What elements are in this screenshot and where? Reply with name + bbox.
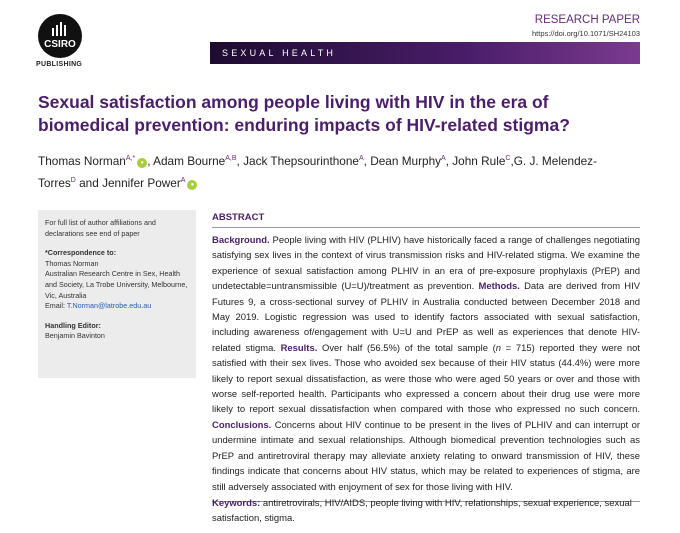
affiliation: A (180, 176, 186, 184)
address: Australian Research Centre in Sex, Healt… (45, 269, 188, 300)
author-name: Jack Thepsourinthone (243, 153, 359, 168)
abstract: Background. People living with HIV (PLHI… (212, 233, 640, 502)
section-label: Methods. (478, 281, 520, 293)
name: Thomas Norman (45, 258, 99, 268)
logo: CSIRO (38, 14, 82, 58)
keywords-text: antiretrovirals, HIV/AIDS, people living… (212, 498, 632, 525)
separator: , (445, 153, 453, 168)
separator: , (236, 153, 244, 168)
abstract-text: n (495, 342, 502, 354)
doi[interactable]: https://doi.org/10.1071/SH24103 (532, 29, 640, 38)
author-name: John Rule (452, 153, 506, 168)
affiliation: A,B (225, 155, 237, 162)
logo-mark (52, 22, 66, 36)
abstract-text: Over half (56.5%) of the total sample ( (317, 342, 496, 354)
article-type: RESEARCH PAPER (534, 14, 640, 26)
author-name: Thomas Norman (38, 153, 126, 168)
section-label: Results. (280, 342, 318, 354)
section-label: Background. (212, 235, 270, 246)
email-label: Email: (45, 301, 65, 311)
label: *Correspondence to: (45, 248, 117, 258)
orcid-icon: ● (187, 179, 198, 190)
separator: and (75, 175, 103, 190)
author-name: Adam Bourne (153, 153, 226, 168)
affiliation: A (358, 155, 364, 162)
separator: , (510, 153, 514, 168)
abstract-text: = 715) reported they were not satisfied … (212, 342, 640, 416)
authors: Thomas NormanA,*●, Adam BourneA,B, Jack … (38, 149, 598, 193)
author-name: Dean Murphy (370, 153, 442, 168)
affiliation: A,* (125, 155, 136, 162)
journal-banner: SEXUAL HEALTH (210, 42, 640, 64)
affiliation: A (441, 155, 446, 162)
affiliation: C (505, 155, 511, 162)
label: Handling Editor: (45, 320, 101, 330)
keywords-label: Keywords: (212, 498, 261, 509)
affiliation: D (70, 176, 76, 184)
separator: , (363, 153, 371, 168)
section-label: Conclusions. (212, 419, 272, 431)
abstract-text: Concerns about HIV continue to be presen… (212, 419, 640, 493)
separator: , (147, 153, 154, 168)
keywords: Keywords: antiretrovirals, HIV/AIDS, peo… (212, 496, 640, 527)
author-name: Jennifer Power (102, 175, 181, 190)
logo-text: CSIRO (44, 39, 76, 50)
abstract-text: People living with HIV (PLHIV) have hist… (212, 235, 640, 293)
editor: Benjamin Bavinton (45, 331, 105, 341)
author-name: G. J. Melendez-Torres (38, 153, 598, 190)
orcid-icon: ● (137, 157, 148, 168)
email[interactable]: T.Norman@latrobe.edu.au (66, 301, 152, 311)
abstract-heading: ABSTRACT (212, 212, 640, 228)
note: For full list of author affiliations and… (45, 218, 156, 238)
email-row: Email: T.Norman@latrobe.edu.au (45, 301, 189, 312)
publisher: PUBLISHING (36, 61, 83, 68)
sidebar: For full list of author affiliations and… (38, 210, 196, 378)
title: Sexual satisfaction among people living … (38, 92, 570, 135)
abstract-text: Data are derived from HIV Futures 9, a c… (212, 281, 640, 354)
